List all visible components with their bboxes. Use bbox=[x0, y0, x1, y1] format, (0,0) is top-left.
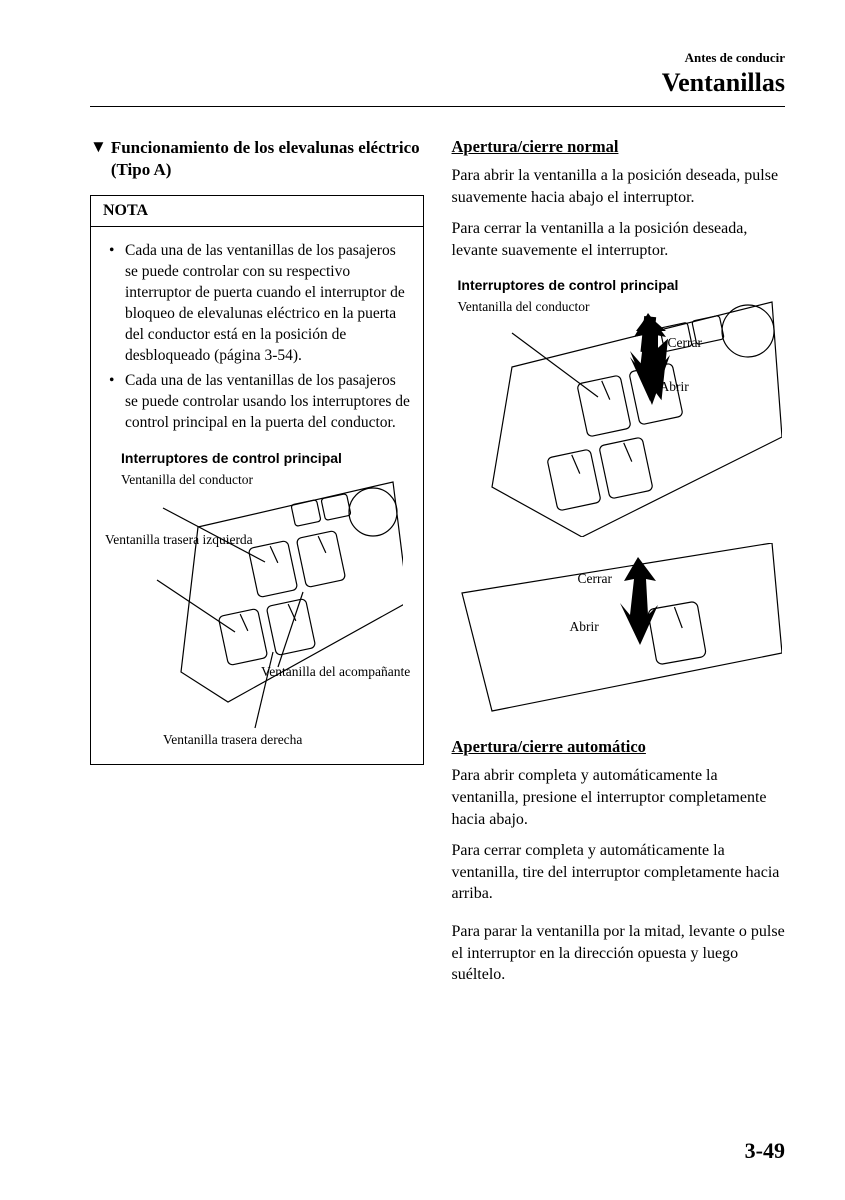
label-open: Abrir bbox=[570, 619, 599, 635]
page-header: Antes de conducir Ventanillas bbox=[90, 50, 785, 98]
subsection-heading: ▼ Funcionamiento de los elevalunas eléct… bbox=[90, 137, 424, 181]
main-switch-diagram: Ventanilla del conductor Ventanilla tras… bbox=[103, 472, 411, 752]
label-driver-window: Ventanilla del conductor bbox=[121, 472, 253, 488]
label-rear-left-window: Ventanilla trasera izquierda bbox=[105, 532, 253, 548]
note-box: NOTA Cada una de las ventanillas de los … bbox=[90, 195, 424, 765]
label-close: Cerrar bbox=[578, 571, 612, 587]
diagram-caption: Interruptores de control principal bbox=[121, 449, 411, 468]
note-item: Cada una de las ventanillas de los pasaj… bbox=[109, 241, 411, 367]
label-rear-right-window: Ventanilla trasera derecha bbox=[163, 732, 302, 748]
auto-close-instruction: Para cerrar completa y automáticamente l… bbox=[452, 840, 786, 905]
note-item: Cada una de las ventanillas de los pasaj… bbox=[109, 371, 411, 434]
label-front-passenger-window: Ventanilla del acompañante bbox=[261, 664, 410, 680]
diagram-caption: Interruptores de control principal bbox=[458, 277, 786, 293]
subsection-title: Funcionamiento de los elevalunas eléctri… bbox=[111, 137, 424, 181]
close-instruction: Para cerrar la ventanilla a la posición … bbox=[452, 218, 786, 261]
auto-operation-heading: Apertura/cierre automático bbox=[452, 737, 786, 757]
header-rule bbox=[90, 106, 785, 107]
section-title: Ventanillas bbox=[90, 68, 785, 98]
label-open: Abrir bbox=[660, 379, 689, 395]
auto-open-instruction: Para abrir completa y automáticamente la… bbox=[452, 765, 786, 830]
chapter-label: Antes de conducir bbox=[90, 50, 785, 66]
label-close: Cerrar bbox=[668, 335, 702, 351]
page-number: 3-49 bbox=[745, 1138, 785, 1164]
single-switch-svg bbox=[452, 543, 782, 713]
down-triangle-icon: ▼ bbox=[90, 137, 107, 157]
close-open-diagram-1: Ventanilla del conductor Cerrar Abrir bbox=[452, 297, 786, 537]
content-columns: ▼ Funcionamiento de los elevalunas eléct… bbox=[90, 137, 785, 996]
note-body: Cada una de las ventanillas de los pasaj… bbox=[91, 227, 423, 764]
open-instruction: Para abrir la ventanilla a la posición d… bbox=[452, 165, 786, 208]
label-driver-window: Ventanilla del conductor bbox=[458, 299, 590, 315]
switch-panel-svg bbox=[103, 472, 403, 752]
close-open-diagram-2: Cerrar Abrir bbox=[452, 543, 786, 713]
left-column: ▼ Funcionamiento de los elevalunas eléct… bbox=[90, 137, 424, 996]
stop-instruction: Para parar la ventanilla por la mitad, l… bbox=[452, 921, 786, 986]
normal-operation-heading: Apertura/cierre normal bbox=[452, 137, 786, 157]
note-title: NOTA bbox=[91, 196, 423, 227]
right-column: Apertura/cierre normal Para abrir la ven… bbox=[452, 137, 786, 996]
switch-panel-arrow-svg bbox=[452, 297, 782, 537]
